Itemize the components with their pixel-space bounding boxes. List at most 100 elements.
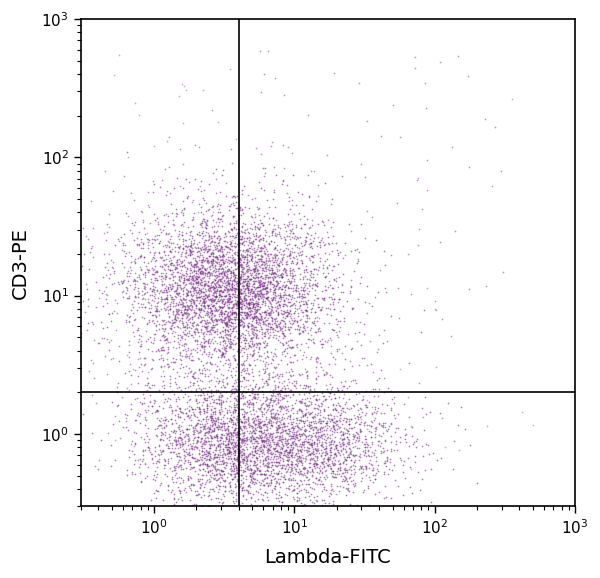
Point <box>252 317 262 327</box>
Point <box>221 306 230 316</box>
Point <box>239 453 249 462</box>
Point <box>196 305 206 314</box>
Point <box>220 284 229 294</box>
Point <box>341 491 351 500</box>
Point <box>216 438 226 447</box>
Point <box>188 369 198 379</box>
Point <box>204 295 214 305</box>
Point <box>270 443 280 453</box>
Point <box>214 385 223 394</box>
Point <box>158 273 167 282</box>
Point <box>311 394 321 403</box>
Point <box>231 277 241 286</box>
Point <box>263 374 273 383</box>
Point <box>329 261 338 271</box>
Point <box>139 278 148 287</box>
Point <box>132 410 142 420</box>
Point <box>245 276 255 285</box>
Point <box>326 292 335 302</box>
Point <box>178 440 188 449</box>
Point <box>189 434 199 443</box>
Point <box>265 272 275 281</box>
Point <box>199 253 208 262</box>
Point <box>182 290 191 299</box>
Point <box>207 315 217 324</box>
Point <box>202 404 212 413</box>
Point <box>246 334 256 343</box>
Point <box>189 265 199 275</box>
Point <box>220 336 230 346</box>
Point <box>201 223 211 232</box>
Point <box>164 430 174 439</box>
Point <box>330 394 340 403</box>
Point <box>284 448 294 457</box>
Point <box>259 290 269 299</box>
Point <box>260 307 269 317</box>
Point <box>316 431 326 440</box>
Point <box>277 327 287 336</box>
Point <box>242 349 251 358</box>
Point <box>184 326 194 335</box>
Point <box>227 286 237 295</box>
Point <box>254 418 263 428</box>
Point <box>194 255 204 265</box>
Point <box>249 457 259 466</box>
Point <box>205 455 215 465</box>
Point <box>322 303 331 313</box>
Point <box>365 455 375 464</box>
Point <box>249 273 259 283</box>
Point <box>259 258 268 267</box>
Point <box>182 193 191 202</box>
Point <box>285 431 295 440</box>
Point <box>206 411 215 420</box>
Point <box>194 264 204 273</box>
Point <box>270 253 280 262</box>
Point <box>143 201 153 210</box>
Point <box>187 261 196 270</box>
Point <box>233 409 243 418</box>
Point <box>150 273 160 283</box>
Point <box>192 275 202 284</box>
Point <box>83 302 93 311</box>
Point <box>170 432 180 442</box>
Point <box>235 460 244 469</box>
Point <box>238 435 247 444</box>
Point <box>271 457 281 466</box>
Point <box>129 236 139 245</box>
Point <box>203 466 212 476</box>
Point <box>298 480 307 489</box>
Point <box>283 434 293 443</box>
Point <box>349 432 359 441</box>
Point <box>187 283 196 292</box>
Point <box>320 179 329 188</box>
Point <box>210 410 220 419</box>
Point <box>266 304 276 313</box>
Point <box>275 474 284 483</box>
Point <box>200 279 209 288</box>
Point <box>302 302 312 312</box>
Point <box>274 229 284 238</box>
Point <box>124 367 134 376</box>
Point <box>270 363 280 372</box>
Point <box>299 464 308 473</box>
Point <box>302 299 312 308</box>
Point <box>251 318 261 328</box>
Point <box>163 285 173 294</box>
Point <box>187 246 197 255</box>
Point <box>210 463 220 472</box>
Point <box>317 438 326 447</box>
Point <box>304 401 313 410</box>
Point <box>302 322 312 331</box>
Point <box>251 261 260 270</box>
Point <box>304 314 313 323</box>
Point <box>296 405 306 414</box>
Point <box>137 251 146 260</box>
Point <box>256 286 266 295</box>
Point <box>293 467 303 476</box>
Point <box>301 317 310 326</box>
Point <box>250 235 259 244</box>
Point <box>264 268 274 277</box>
Point <box>242 442 251 451</box>
Point <box>236 337 246 346</box>
Point <box>209 315 219 324</box>
